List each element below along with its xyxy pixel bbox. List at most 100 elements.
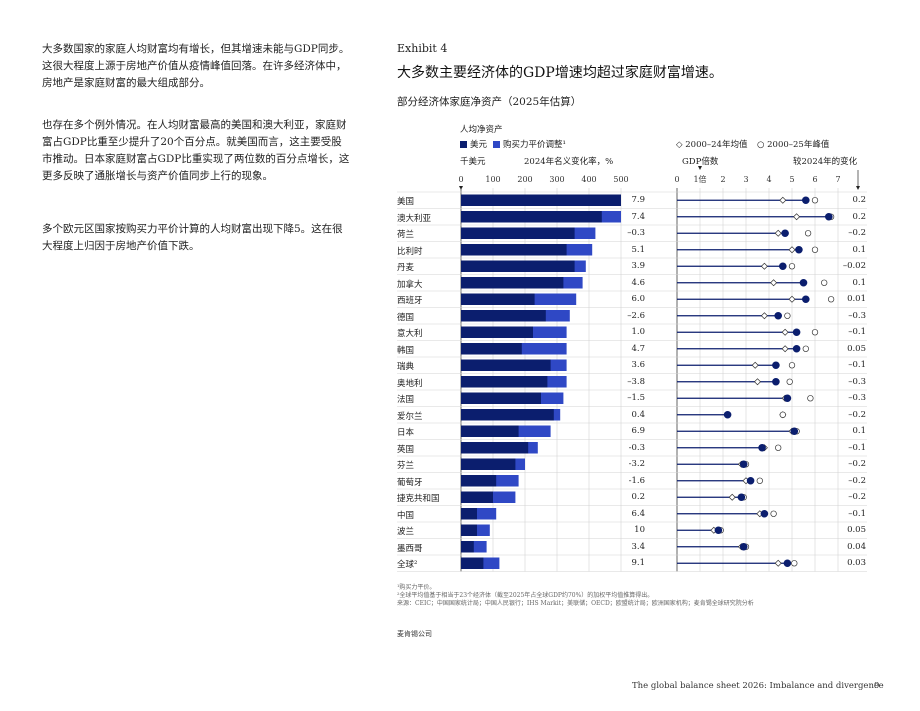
peak-circle xyxy=(779,411,786,418)
value-2025-dot xyxy=(802,295,810,304)
peak-circle xyxy=(821,279,828,286)
country-label: 法国 xyxy=(397,395,415,405)
bar-usd xyxy=(461,557,484,569)
bar-usd xyxy=(461,524,477,536)
value-2025-dot xyxy=(737,493,746,502)
gdp-multiple-change-value: 0.05 xyxy=(847,525,866,535)
gdp-multiple-change-value: –0.1 xyxy=(848,508,866,519)
country-label: 奥地利 xyxy=(397,378,423,389)
bar-usd xyxy=(461,359,551,371)
exhibit-label: Exhibit 4 xyxy=(397,42,448,55)
country-label: 英国 xyxy=(397,444,415,455)
gdp-multiple-change-value: –0.1 xyxy=(848,327,866,337)
country-label: 韩国 xyxy=(397,345,415,356)
country-label: 丹麦 xyxy=(397,263,415,273)
peak-circle xyxy=(791,560,798,567)
gdp-multiple-change-value: –0.2 xyxy=(848,492,866,502)
legend-ppp: 购买力平价调整¹ xyxy=(503,140,566,150)
avg-diamond xyxy=(793,213,801,221)
peak-circle xyxy=(788,362,796,369)
gdp-multiple-change-value: 0.2 xyxy=(852,195,866,205)
value-2025-dot xyxy=(779,262,787,271)
dot-tick-label: 7 xyxy=(835,175,840,184)
value-2025-dot xyxy=(795,245,803,254)
brand-name: 麦肯锡公司 xyxy=(397,630,432,638)
avg-diamond xyxy=(760,262,768,270)
value-2025-dot xyxy=(772,361,780,370)
gdp-multiple-change-value: 0.1 xyxy=(852,277,866,288)
bar-tick-label: 0 xyxy=(458,175,463,184)
legend-ppp-swatch xyxy=(493,141,500,148)
value-2025-dot xyxy=(792,344,801,353)
legend-usd: 美元 xyxy=(470,140,488,150)
avg-diamond xyxy=(754,378,761,386)
country-label: 捷克共和国 xyxy=(397,494,440,504)
value-2025-dot xyxy=(799,278,808,287)
avg-diamond xyxy=(781,345,789,353)
nominal-change-value: 6.0 xyxy=(631,294,645,304)
value-2025-dot xyxy=(739,460,748,469)
exhibit-charts: 0 100 200 300 400 500 0 1倍 2 3 4 5 6 7 xyxy=(397,166,867,572)
avg-diamond xyxy=(728,493,736,501)
bar-usd xyxy=(461,491,493,503)
peak-circle xyxy=(784,312,791,319)
country-label: 全球² xyxy=(397,560,418,570)
bar-usd xyxy=(461,211,602,223)
gdp-multiple-change-value: –0.02 xyxy=(842,261,866,271)
avg-diamond xyxy=(751,361,759,369)
peak-circle xyxy=(756,477,763,484)
bar-usd xyxy=(461,343,522,355)
value-2025-dot xyxy=(746,476,755,485)
left-chart-header: 人均净资产 xyxy=(460,125,503,135)
peak-circle xyxy=(786,378,793,385)
peak-circle xyxy=(770,510,777,517)
nominal-change-value: 3.9 xyxy=(631,261,645,271)
bar-usd xyxy=(461,425,519,437)
nominal-change-value: -0.3 xyxy=(628,442,645,453)
value-2025-dot xyxy=(774,311,782,320)
value-2025-dot xyxy=(802,196,810,205)
exhibit-subtitle: 部分经济体家庭净资产（2025年估算） xyxy=(397,96,582,108)
gdp-multiple-change-value: 0.2 xyxy=(852,211,866,222)
value-2025-dot xyxy=(790,427,799,436)
value-2025-dot xyxy=(781,229,789,238)
bar-usd xyxy=(461,541,474,553)
nominal-change-value: –0.3 xyxy=(627,228,645,238)
change-axis-marker xyxy=(856,186,860,190)
value-2025-dot xyxy=(714,526,723,535)
nominal-change-value: –3.8 xyxy=(627,376,645,387)
dot-tick-label: 3 xyxy=(743,175,748,184)
nominal-change-value: 6.4 xyxy=(631,508,645,519)
avg-diamond xyxy=(781,328,789,336)
avg-diamond xyxy=(788,295,796,303)
country-label: 西班牙 xyxy=(397,296,423,306)
avg-diamond xyxy=(770,279,778,287)
nominal-change-value: 10 xyxy=(634,525,645,535)
value-2025-dot xyxy=(723,410,732,419)
country-label: 芬兰 xyxy=(397,461,415,471)
country-label: 美国 xyxy=(397,197,415,207)
nominal-change-value: 7.9 xyxy=(631,195,645,205)
footnote-1: ¹购买力平价。 xyxy=(397,584,436,591)
gdp-multiple-change-value: –0.2 xyxy=(848,228,866,238)
peak-circle xyxy=(775,444,782,451)
gdp-multiple-change-value: –0.3 xyxy=(848,310,866,321)
bar-tick-label: 400 xyxy=(581,175,596,184)
country-label: 荷兰 xyxy=(397,230,415,240)
value-2025-dot xyxy=(739,542,748,551)
nominal-change-value: 7.4 xyxy=(631,211,645,222)
peak-circle xyxy=(788,263,796,270)
country-label: 澳大利亚 xyxy=(397,213,432,224)
nominal-change-value: 0.4 xyxy=(631,409,645,420)
bar-usd xyxy=(461,260,575,272)
nominal-change-value: 3.6 xyxy=(631,360,645,370)
nominal-change-value: 0.2 xyxy=(631,492,645,502)
page-number: 9 xyxy=(874,681,880,691)
legend-avg: ◇ 2000–24年均值 xyxy=(676,138,747,150)
peak-circle xyxy=(811,246,819,253)
bar-tick-label: 200 xyxy=(517,175,532,184)
right-axis-label: GDP倍数 xyxy=(682,157,719,167)
peak-circle xyxy=(811,197,819,204)
gdp-multiple-change-value: –0.2 xyxy=(848,409,866,420)
value-2025-dot xyxy=(825,212,833,221)
